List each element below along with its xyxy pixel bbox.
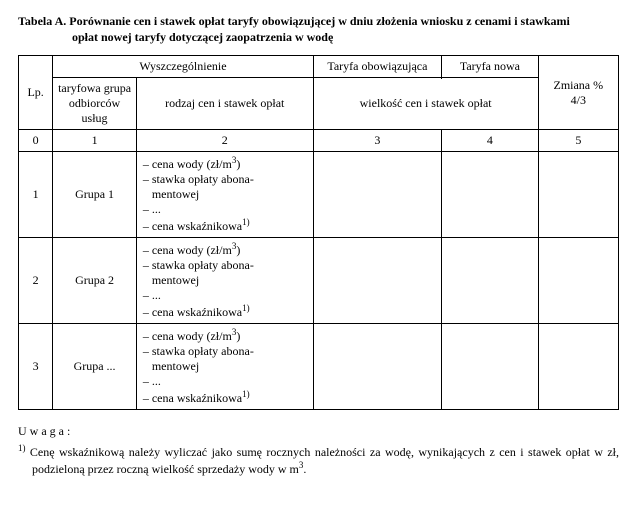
hdr-wyszcz: Wyszczególnienie [53,56,313,78]
hdr-taryfa-nowa: Taryfa nowa [442,56,538,78]
cell-lp: 2 [19,238,53,324]
num-1: 1 [53,130,137,152]
uwaga-label: Uwaga: [18,424,619,439]
cell-taryfa-ob [313,238,442,324]
footnote-tail: . [303,462,306,476]
cell-taryfa-nowa [442,324,538,410]
table-row: 2 Grupa 2 – cena wody (zł/m3) – stawka o… [19,238,619,324]
num-5: 5 [538,130,618,152]
cell-taryfa-nowa [442,238,538,324]
footnote-marker: 1) [18,443,26,453]
cell-grupa: Grupa 1 [53,152,137,238]
num-3: 3 [313,130,442,152]
cell-lp: 1 [19,152,53,238]
title-line1: Tabela A. Porównanie cen i stawek opłat … [18,14,619,30]
hdr-lp: Lp. [19,56,53,130]
cell-rodzaj: – cena wody (zł/m3) – stawka opłaty abon… [136,324,313,410]
cell-taryfa-nowa [442,152,538,238]
cell-taryfa-ob [313,324,442,410]
cell-lp: 3 [19,324,53,410]
hdr-zmiana-sub: 4/3 [571,93,586,107]
num-0: 0 [19,130,53,152]
tariff-table: Lp. Wyszczególnienie Taryfa obowiązująca… [18,55,619,410]
hdr-taryfa-ob: Taryfa obowiązująca [313,56,442,78]
cell-zmiana [538,152,618,238]
hdr-zmiana: Zmiana % 4/3 [538,56,618,130]
cell-grupa: Grupa 2 [53,238,137,324]
cell-taryfa-ob [313,152,442,238]
cell-zmiana [538,324,618,410]
cell-grupa: Grupa ... [53,324,137,410]
hdr-grupa: taryfowa grupa odbiorców usług [53,78,137,130]
title-line2: opłat nowej taryfy dotyczącej zaopatrzen… [18,30,619,46]
table-title: Tabela A. Porównanie cen i stawek opłat … [18,14,619,45]
cell-rodzaj: – cena wody (zł/m3) – stawka opłaty abon… [136,238,313,324]
num-4: 4 [442,130,538,152]
hdr-rodzaj: rodzaj cen i stawek opłat [136,78,313,130]
footnote: 1) Cenę wskaźnikową należy wyliczać jako… [18,443,619,477]
cell-zmiana [538,238,618,324]
table-row: 1 Grupa 1 – cena wody (zł/m3) – stawka o… [19,152,619,238]
footnote-text: Cenę wskaźnikową należy wyliczać jako su… [26,445,620,476]
table-row: 3 Grupa ... – cena wody (zł/m3) – stawka… [19,324,619,410]
num-2: 2 [136,130,313,152]
hdr-zmiana-text: Zmiana % [553,78,603,92]
hdr-wielkosc: wielkość cen i stawek opłat [313,78,538,130]
cell-rodzaj: – cena wody (zł/m3) – stawka opłaty abon… [136,152,313,238]
